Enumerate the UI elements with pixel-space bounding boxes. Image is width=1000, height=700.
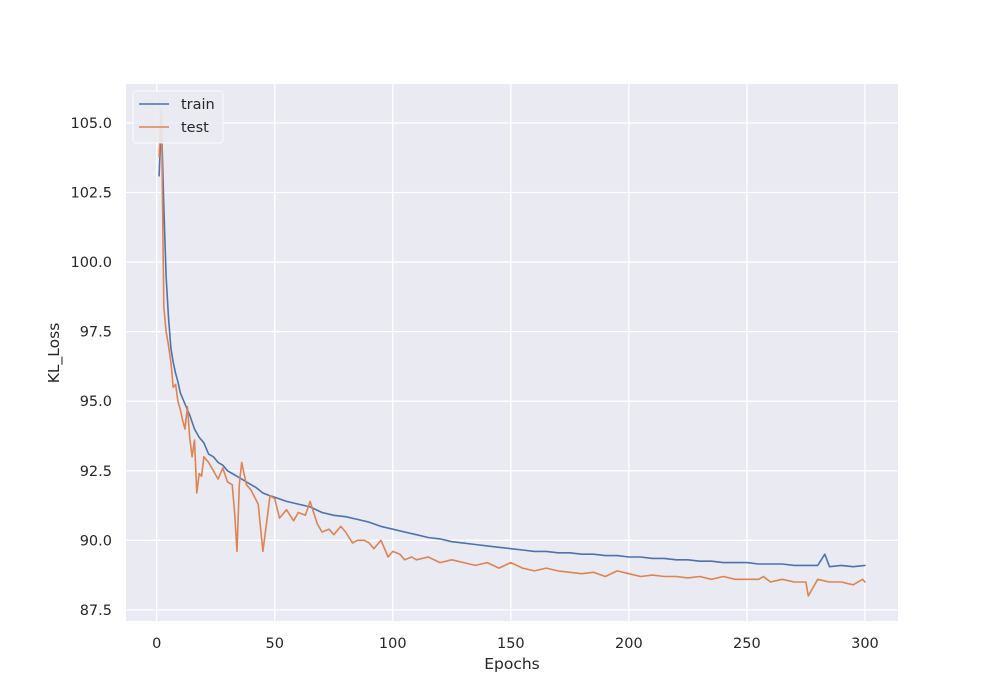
y-tick-label: 90.0 [80, 533, 112, 549]
legend-label-test: test [181, 120, 209, 136]
legend: train test [132, 90, 224, 144]
x-tick-label: 300 [851, 636, 879, 652]
x-axis-label: Epochs [484, 655, 540, 673]
y-tick-label: 102.5 [70, 186, 112, 202]
x-tick-label: 150 [497, 636, 525, 652]
series-line-train [158, 119, 866, 568]
legend-label-train: train [181, 97, 215, 113]
grid-lines [126, 84, 898, 621]
x-tick-label: 0 [152, 636, 161, 652]
series-line-test [158, 108, 866, 597]
y-tick-label: 97.5 [80, 325, 112, 341]
y-tick-label: 95.0 [80, 394, 112, 410]
tick-labels: 0 50 100 150 200 250 300 87.5 90.0 92.5 95.0 97.5 10… [70, 116, 878, 652]
series-layer [158, 108, 866, 597]
y-tick-label: 105.0 [70, 116, 112, 132]
plot-area [126, 84, 898, 621]
x-tick-label: 100 [379, 636, 407, 652]
y-tick-label: 92.5 [80, 464, 112, 480]
y-axis-label: KL_Loss [45, 323, 64, 384]
y-tick-label: 100.0 [70, 255, 112, 271]
y-tick-label: 87.5 [80, 603, 112, 619]
x-tick-label: 250 [733, 636, 761, 652]
x-tick-label: 200 [615, 636, 643, 652]
x-tick-label: 50 [266, 636, 284, 652]
